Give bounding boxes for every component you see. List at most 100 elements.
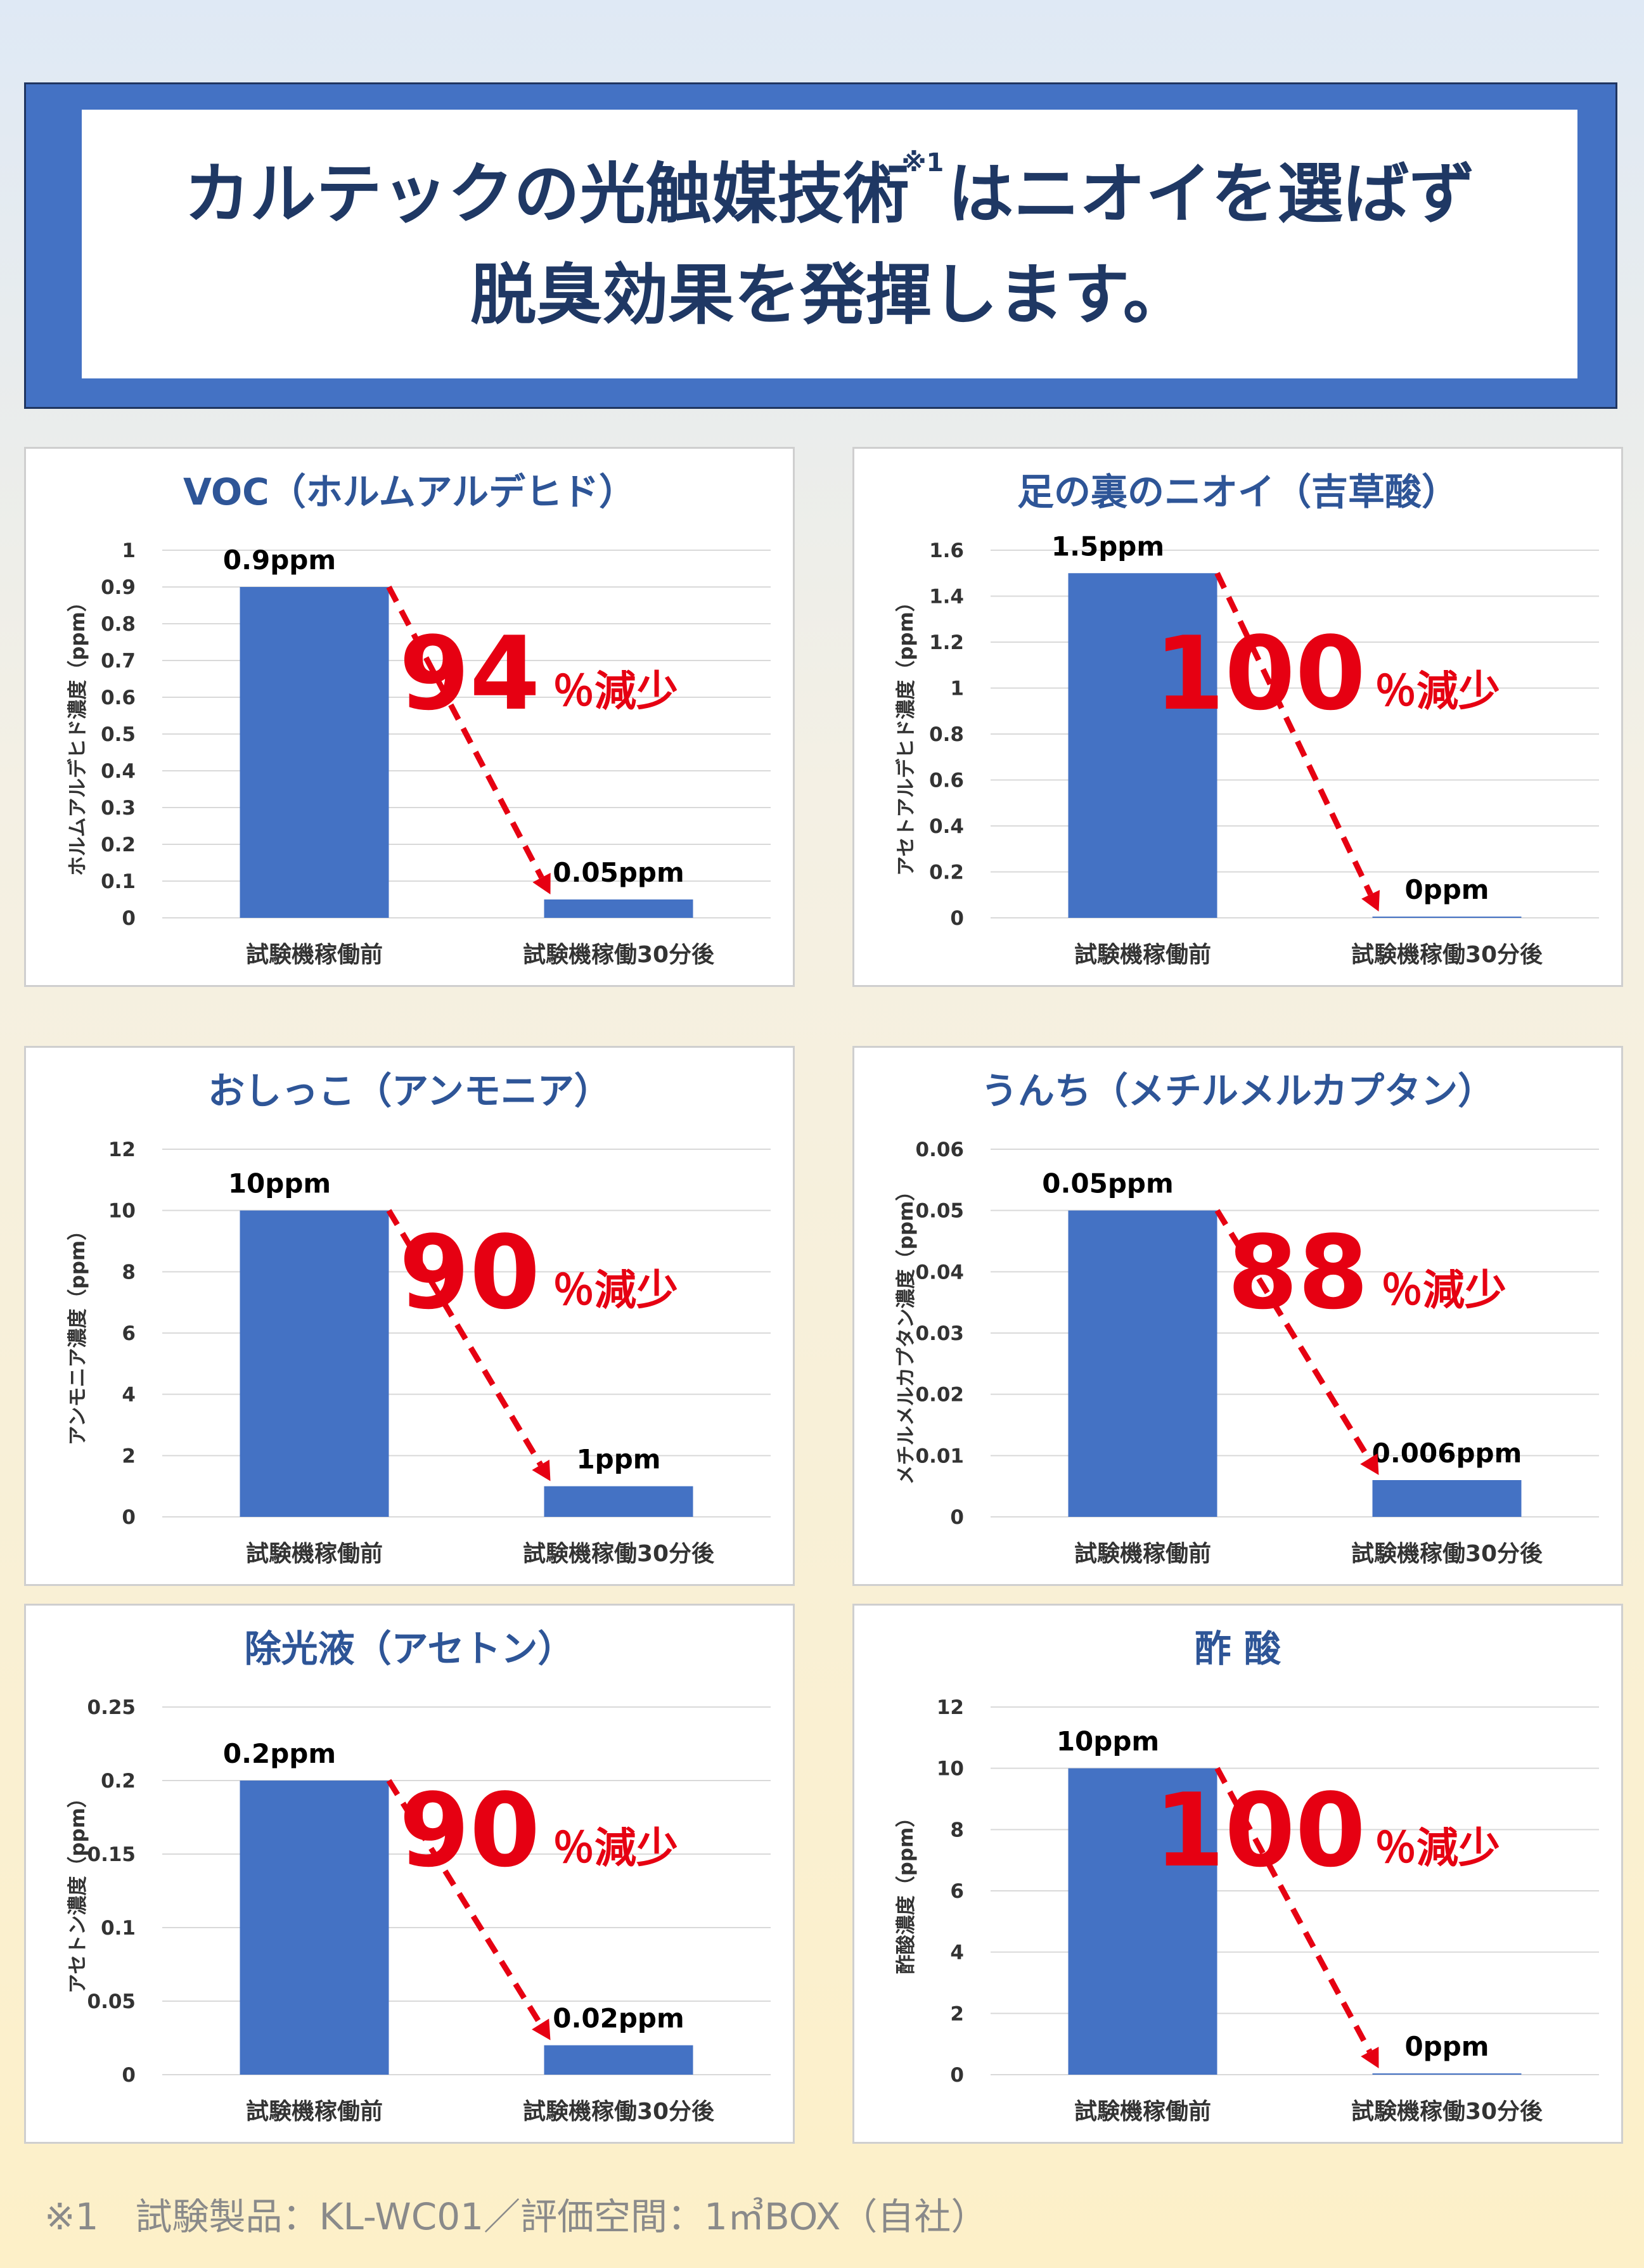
y-tick-label: 4 [950, 1942, 964, 1964]
chart-valeric-acid: 足の裏のニオイ（吉草酸） 0 0.2 0.4 0.6 0.8 1 1.2 1.4 1.6 アセトアル… [895, 470, 1599, 968]
y-tick-label: 0 [950, 907, 964, 930]
header-line-1: カルテックの光触媒技術※1はニオイを選ばず [184, 148, 1475, 252]
y-tick-label: 8 [950, 1819, 964, 1841]
reduction-unit: ％減少 [1375, 1824, 1500, 1872]
reduction-arrowhead [1360, 1453, 1379, 1475]
y-tick-label: 0.6 [101, 686, 136, 709]
reduction-arrowhead [532, 2018, 551, 2040]
y-tick-label: 0.6 [929, 770, 964, 792]
data-label-1: 1.5ppm [1051, 531, 1164, 562]
y-tick-label: 6 [122, 1322, 136, 1345]
bar-1 [1068, 1210, 1217, 1517]
bar-2 [1372, 1480, 1522, 1517]
data-label-2: 0.006ppm [1372, 1438, 1522, 1469]
y-tick-label: 0.7 [101, 650, 136, 673]
y-axis-label: アセトン濃度（ppm） [67, 1788, 89, 1994]
y-tick-label: 0.01 [916, 1445, 965, 1467]
x-tick-label: 試験機稼働前 [1074, 942, 1211, 968]
chart-panel-voc: VOC（ホルムアルデヒド） 0 0.1 0.2 0.3 0.4 0.5 0.6 0.7 0.8 0.… [24, 447, 795, 987]
y-tick-label: 12 [108, 1138, 136, 1161]
reduction-unit: ％減少 [1381, 1266, 1506, 1315]
reduction-unit: ％減少 [1375, 667, 1500, 716]
reduction-value: 100 [1154, 614, 1366, 733]
y-tick-label: 0.05 [87, 1990, 136, 2013]
data-label-1: 0.05ppm [1042, 1168, 1174, 1199]
y-tick-label: 1 [950, 678, 964, 700]
y-tick-label: 1.6 [929, 539, 964, 562]
y-tick-label: 0.2 [929, 861, 964, 884]
bar-2 [544, 1486, 693, 1517]
data-label-2: 0.02ppm [553, 2003, 684, 2034]
y-tick-label: 8 [122, 1261, 136, 1284]
y-tick-label: 0.1 [101, 1917, 136, 1940]
chart-acetic-acid: 酢 酸 0 2 4 6 8 10 12 酢酸濃度（ppm） 10ppm 試験機稼働前 0ppm 試験機稼… [895, 1627, 1599, 2125]
chart-title: 除光液（アセトン） [245, 1627, 575, 1670]
y-tick-label: 1.2 [929, 631, 964, 654]
y-tick-label: 10 [108, 1200, 136, 1223]
y-tick-label: 0.06 [916, 1138, 965, 1161]
reduction-value: 94 [399, 614, 541, 733]
chart-ammonia: おしっこ（アンモニア） 0 2 4 6 8 10 12 アンモニア濃度（ppm） 10ppm 試験機… [67, 1069, 771, 1567]
reduction-arrowhead [1361, 890, 1380, 912]
data-label-2: 0.05ppm [553, 857, 684, 888]
y-tick-label: 10 [937, 1758, 964, 1781]
bar-2 [544, 2045, 693, 2075]
y-tick-label: 0.5 [101, 723, 136, 746]
reduction-arrowhead [532, 873, 551, 894]
y-tick-label: 0.4 [101, 760, 136, 783]
bar-2 [1372, 917, 1522, 918]
reduction-unit: ％減少 [553, 1266, 678, 1315]
reduction-unit: ％減少 [553, 667, 678, 716]
chart-title: 酢 酸 [1195, 1627, 1281, 1670]
reduction-arrow [1214, 1209, 1371, 1460]
reduction-arrow [386, 585, 544, 879]
header-line-2: 脱臭効果を発揮します。 [470, 255, 1189, 333]
x-tick-label: 試験機稼働30分後 [523, 1541, 715, 1567]
y-tick-label: 0.1 [101, 870, 136, 893]
header-banner: カルテックの光触媒技術※1はニオイを選ばず 脱臭効果を発揮します。 [24, 82, 1617, 409]
reduction-arrow [386, 1209, 543, 1467]
y-tick-label: 0.25 [87, 1696, 136, 1719]
y-tick-label: 0.04 [916, 1261, 965, 1284]
bar-2 [1372, 2073, 1522, 2075]
bar-1 [240, 1781, 389, 2075]
y-tick-label: 0.3 [101, 797, 136, 820]
data-label-2: 1ppm [576, 1444, 660, 1475]
reduction-arrowhead [532, 1459, 551, 1481]
chart-acetone: 除光液（アセトン） 0 0.05 0.1 0.15 0.2 0.25 アセトン濃度（ppm） 0… [67, 1627, 771, 2125]
data-label-1: 10ppm [1056, 1726, 1159, 1757]
y-tick-label: 0.2 [101, 834, 136, 856]
chart-panel-acetone: 除光液（アセトン） 0 0.05 0.1 0.15 0.2 0.25 アセトン濃度（ppm） 0… [24, 1604, 795, 2144]
y-tick-label: 12 [937, 1696, 964, 1719]
data-label-1: 0.2ppm [223, 1738, 336, 1769]
y-tick-label: 0 [950, 2064, 964, 2087]
reduction-arrowhead [1361, 2047, 1379, 2068]
chart-title: おしっこ（アンモニア） [208, 1069, 611, 1112]
y-tick-label: 0.8 [929, 723, 964, 746]
chart-title: VOC（ホルムアルデヒド） [183, 470, 636, 513]
y-tick-label: 1.4 [929, 586, 964, 609]
x-tick-label: 試験機稼働前 [1074, 2099, 1211, 2125]
chart-title: うんち（メチルメルカプタン） [981, 1069, 1494, 1112]
y-axis-label: 酢酸濃度（ppm） [895, 1808, 918, 1975]
reduction-unit: ％減少 [553, 1824, 678, 1872]
chart-panel-valeric-acid: 足の裏のニオイ（吉草酸） 0 0.2 0.4 0.6 0.8 1 1.2 1.4 1.6 アセトアル… [852, 447, 1623, 987]
footnote-mark: ※1 [901, 148, 944, 177]
y-tick-label: 0.05 [916, 1200, 965, 1223]
chart-title: 足の裏のニオイ（吉草酸） [1017, 470, 1458, 513]
reduction-value: 90 [399, 1771, 541, 1890]
y-tick-label: 2 [122, 1445, 136, 1467]
y-tick-label: 0.9 [101, 576, 136, 599]
chart-voc: VOC（ホルムアルデヒド） 0 0.1 0.2 0.3 0.4 0.5 0.6 0.7 0.8 0.… [67, 470, 771, 968]
y-tick-label: 1 [122, 539, 136, 562]
bar-1 [1068, 573, 1217, 918]
bar-1 [240, 587, 389, 918]
y-tick-label: 0.03 [916, 1322, 965, 1345]
y-tick-label: 4 [122, 1384, 136, 1407]
data-label-2: 0ppm [1404, 874, 1489, 905]
y-tick-label: 2 [950, 2002, 964, 2025]
bar-1 [1068, 1768, 1217, 2075]
header-inner: カルテックの光触媒技術※1はニオイを選ばず 脱臭効果を発揮します。 [82, 110, 1577, 378]
reduction-arrow [1214, 572, 1373, 896]
bar-2 [544, 899, 693, 918]
